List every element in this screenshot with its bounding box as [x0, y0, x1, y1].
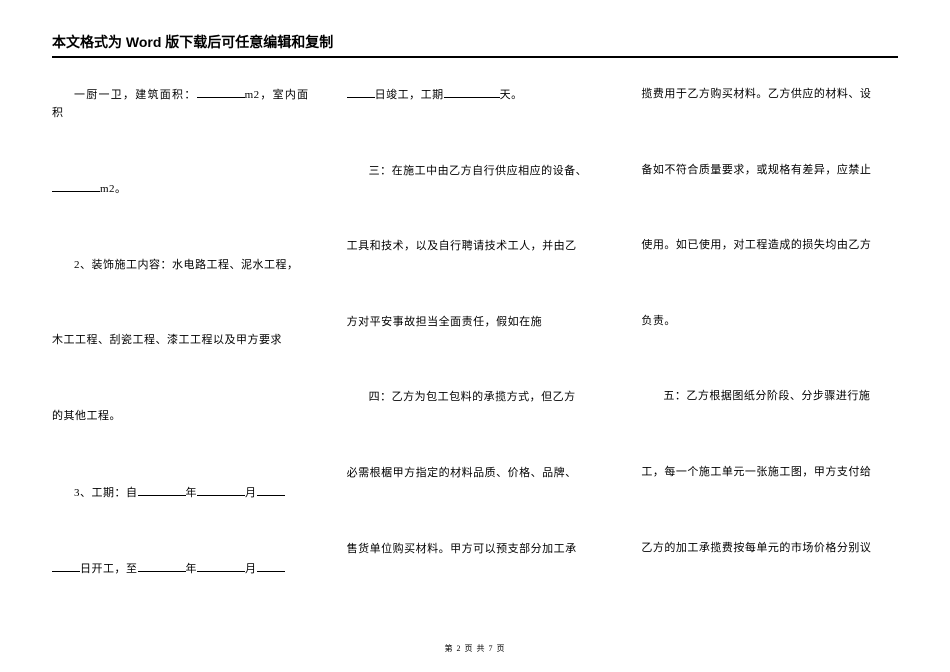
page-footer: 第 2 页 共 7 页	[0, 643, 950, 654]
c2-p3: 工具和技术，以及自行聘请技术工人，并由乙	[347, 238, 604, 256]
blank	[257, 560, 285, 572]
page-header: 本文格式为 Word 版下载后可任意编辑和复制	[52, 32, 898, 58]
c1-p7: 日开工，至 年 月	[52, 560, 309, 579]
text: 年	[186, 487, 198, 499]
blank	[444, 86, 500, 98]
content-columns: 一厨一卫，建筑面积：m2，室内面积 m2。 2、装饰施工内容：水电路工程、泥水工…	[52, 86, 898, 637]
text: 年	[186, 563, 198, 575]
c3-p3: 使用。如已使用，对工程造成的损失均由乙方	[641, 237, 898, 255]
blank	[197, 560, 245, 572]
blank	[347, 86, 375, 98]
c3-p2: 备如不符合质量要求，或规格有差异，应禁止	[641, 162, 898, 180]
footer-text: 第	[445, 644, 457, 653]
footer-text: 页 共	[462, 644, 489, 653]
c1-p4: 木工工程、刮瓷工程、漆工工程以及甲方要求	[52, 332, 309, 350]
text: 一厨一卫，建筑面积：	[74, 89, 197, 101]
c2-p6: 必需根椐甲方指定的材料品质、价格、品牌、	[347, 465, 604, 483]
blank	[52, 180, 100, 192]
c1-p2: m2。	[52, 180, 309, 199]
c1-p1: 一厨一卫，建筑面积：m2，室内面积	[52, 86, 309, 122]
blank	[52, 560, 80, 572]
text: 3、工期：自	[74, 487, 138, 499]
column-1: 一厨一卫，建筑面积：m2，室内面积 m2。 2、装饰施工内容：水电路工程、泥水工…	[52, 86, 309, 637]
blank	[138, 560, 186, 572]
text: 月	[245, 487, 257, 499]
c3-p6: 工，每一个施工单元一张施工图，甲方支付给	[641, 464, 898, 482]
text: m2。	[100, 183, 127, 195]
c2-p4: 方对平安事故担当全面责任，假如在施	[347, 314, 604, 332]
column-2: 日竣工，工期 天。 三：在施工中由乙方自行供应相应的设备、 工具和技术，以及自行聘…	[347, 86, 604, 637]
c3-p4: 负责。	[641, 313, 898, 331]
c2-p5: 四：乙方为包工包料的承揽方式，但乙方	[347, 389, 604, 407]
footer-text: 页	[494, 644, 506, 653]
text: 月	[245, 563, 257, 575]
c3-p1: 揽费用于乙方购买材料。乙方供应的材料、设	[641, 86, 898, 104]
blank	[197, 484, 245, 496]
c2-p7: 售货单位购买材料。甲方可以预支部分加工承	[347, 541, 604, 559]
c2-p1: 日竣工，工期 天。	[347, 86, 604, 105]
c2-p2: 三：在施工中由乙方自行供应相应的设备、	[347, 163, 604, 181]
column-3: 揽费用于乙方购买材料。乙方供应的材料、设 备如不符合质量要求，或规格有差异，应禁…	[641, 86, 898, 637]
blank	[257, 484, 285, 496]
c1-p3: 2、装饰施工内容：水电路工程、泥水工程，	[52, 257, 309, 275]
c1-p5: 的其他工程。	[52, 408, 309, 426]
text: 日竣工，工期	[375, 89, 444, 101]
text: 天。	[500, 89, 523, 101]
blank	[197, 86, 245, 98]
c3-p5: 五：乙方根据图纸分阶段、分步骤进行施	[641, 388, 898, 406]
c3-p7: 乙方的加工承揽费按每单元的市场价格分别议	[641, 540, 898, 558]
blank	[138, 484, 186, 496]
text: 日开工，至	[80, 563, 138, 575]
c1-p6: 3、工期：自 年 月	[52, 484, 309, 503]
